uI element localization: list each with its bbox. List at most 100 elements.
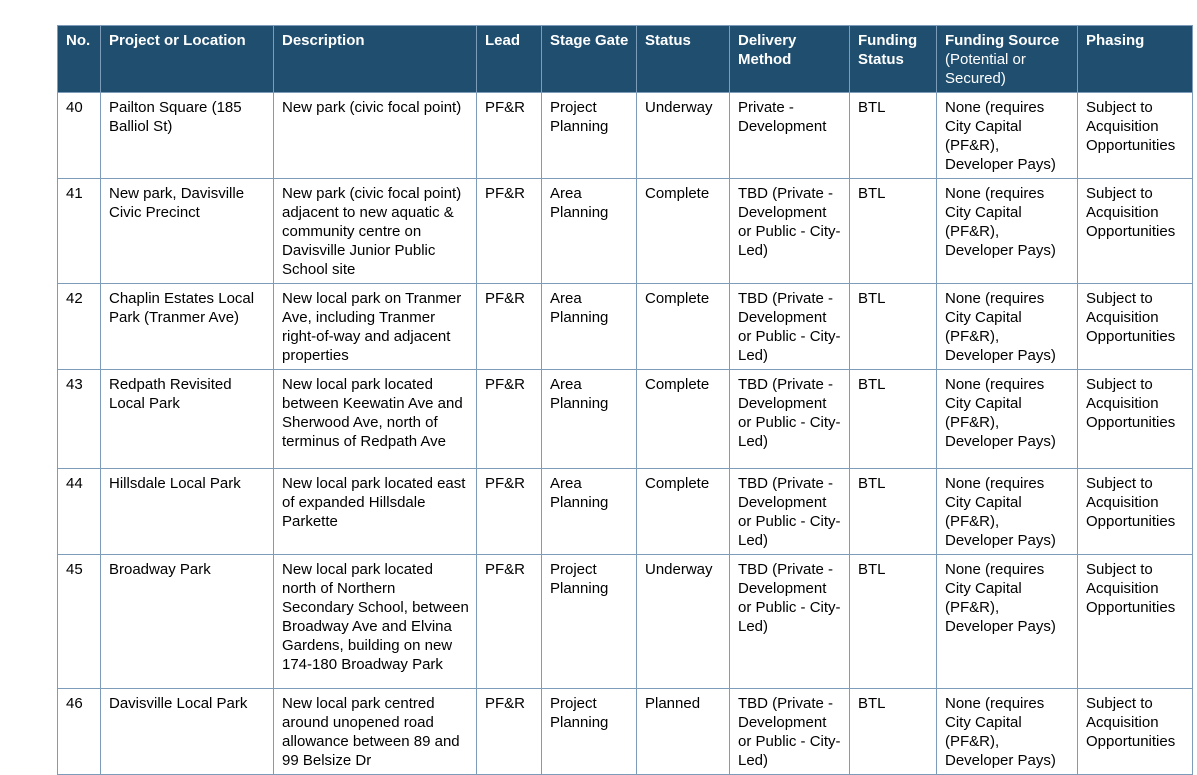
cell-stage-gate: Area Planning <box>541 369 637 469</box>
cell-lead: PF&R <box>476 468 542 555</box>
column-header-label: Funding Status <box>858 32 918 68</box>
table-row: 43 Redpath Revisited Local Park New loca… <box>57 369 1193 469</box>
cell-stage-gate: Project Planning <box>541 554 637 689</box>
table-row: 42 Chaplin Estates Local Park (Tranmer A… <box>57 283 1193 370</box>
cell-lead: PF&R <box>476 688 542 775</box>
cell-description: New park (civic focal point) <box>273 92 477 179</box>
cell-status: Underway <box>636 92 730 179</box>
cell-delivery-method: TBD (Private - Development or Public - C… <box>729 554 850 689</box>
cell-stage-gate: Project Planning <box>541 688 637 775</box>
column-header-status: Status <box>636 25 730 93</box>
column-header-label: Lead <box>485 32 521 49</box>
cell-funding-source: None (requires City Capital (PF&R), Deve… <box>936 468 1078 555</box>
header-row: No. Project or Location Description Lead Sta… <box>57 25 1193 93</box>
table-row: 41 New park, Davisville Civic Precinct N… <box>57 178 1193 284</box>
table-row: 46 Davisville Local Park New local park … <box>57 688 1193 775</box>
table-row: 44 Hillsdale Local Park New local park l… <box>57 468 1193 555</box>
cell-no: 43 <box>57 369 101 469</box>
column-header-no: No. <box>57 25 101 93</box>
cell-lead: PF&R <box>476 283 542 370</box>
cell-funding-source: None (requires City Capital (PF&R), Deve… <box>936 554 1078 689</box>
cell-phasing: Subject to Acquisition Opportunities <box>1077 554 1193 689</box>
cell-delivery-method: Private - Development <box>729 92 850 179</box>
cell-phasing: Subject to Acquisition Opportunities <box>1077 688 1193 775</box>
cell-no: 40 <box>57 92 101 179</box>
cell-funding-source: None (requires City Capital (PF&R), Deve… <box>936 688 1078 775</box>
cell-funding-status: BTL <box>849 554 937 689</box>
column-header-funding-source: Funding Source (Potential or Secured) <box>936 25 1078 93</box>
cell-delivery-method: TBD (Private - Development or Public - C… <box>729 178 850 284</box>
cell-no: 45 <box>57 554 101 689</box>
cell-funding-status: BTL <box>849 468 937 555</box>
column-header-label: Description <box>282 32 365 49</box>
cell-stage-gate: Area Planning <box>541 283 637 370</box>
cell-funding-source: None (requires City Capital (PF&R), Deve… <box>936 92 1078 179</box>
cell-phasing: Subject to Acquisition Opportunities <box>1077 92 1193 179</box>
cell-project-or-location: Chaplin Estates Local Park (Tranmer Ave) <box>100 283 274 370</box>
column-header-lead: Lead <box>476 25 542 93</box>
cell-no: 41 <box>57 178 101 284</box>
cell-delivery-method: TBD (Private - Development or Public - C… <box>729 688 850 775</box>
table-row: 45 Broadway Park New local park located … <box>57 554 1193 689</box>
cell-stage-gate: Area Planning <box>541 178 637 284</box>
cell-description: New park (civic focal point) adjacent to… <box>273 178 477 284</box>
column-header-stage-gate: Stage Gate <box>541 25 637 93</box>
projects-table: No. Project or Location Description Lead Sta… <box>57 25 1193 775</box>
cell-delivery-method: TBD (Private - Development or Public - C… <box>729 468 850 555</box>
cell-stage-gate: Area Planning <box>541 468 637 555</box>
cell-description: New local park located north of Northern… <box>273 554 477 689</box>
cell-delivery-method: TBD (Private - Development or Public - C… <box>729 369 850 469</box>
column-header-label: Funding Source <box>945 32 1060 49</box>
cell-lead: PF&R <box>476 178 542 284</box>
cell-no: 46 <box>57 688 101 775</box>
cell-lead: PF&R <box>476 554 542 689</box>
cell-status: Planned <box>636 688 730 775</box>
column-header-label: Phasing <box>1086 32 1145 49</box>
column-header-project: Project or Location <box>100 25 274 93</box>
column-header-delivery-method: Delivery Method <box>729 25 850 93</box>
cell-funding-status: BTL <box>849 92 937 179</box>
cell-status: Complete <box>636 283 730 370</box>
cell-no: 42 <box>57 283 101 370</box>
cell-phasing: Subject to Acquisition Opportunities <box>1077 283 1193 370</box>
cell-funding-status: BTL <box>849 283 937 370</box>
cell-description: New local park on Tranmer Ave, including… <box>273 283 477 370</box>
cell-phasing: Subject to Acquisition Opportunities <box>1077 369 1193 469</box>
cell-phasing: Subject to Acquisition Opportunities <box>1077 468 1193 555</box>
column-header-label: Stage Gate <box>550 32 629 49</box>
cell-funding-status: BTL <box>849 369 937 469</box>
cell-status: Underway <box>636 554 730 689</box>
cell-stage-gate: Project Planning <box>541 92 637 179</box>
column-header-description: Description <box>273 25 477 93</box>
cell-funding-source: None (requires City Capital (PF&R), Deve… <box>936 178 1078 284</box>
cell-funding-status: BTL <box>849 688 937 775</box>
column-header-label: Delivery Method <box>738 32 797 68</box>
cell-delivery-method: TBD (Private - Development or Public - C… <box>729 283 850 370</box>
column-header-label: Status <box>645 32 691 49</box>
cell-project-or-location: Hillsdale Local Park <box>100 468 274 555</box>
cell-funding-source: None (requires City Capital (PF&R), Deve… <box>936 369 1078 469</box>
cell-lead: PF&R <box>476 92 542 179</box>
cell-description: New local park located between Keewatin … <box>273 369 477 469</box>
column-header-funding-status: Funding Status <box>849 25 937 93</box>
column-header-label: Project or Location <box>109 32 246 49</box>
cell-no: 44 <box>57 468 101 555</box>
column-header-sublabel: (Potential or Secured) <box>945 51 1026 87</box>
cell-status: Complete <box>636 468 730 555</box>
table-row: 40 Pailton Square (185 Balliol St) New p… <box>57 92 1193 179</box>
cell-project-or-location: Pailton Square (185 Balliol St) <box>100 92 274 179</box>
cell-project-or-location: New park, Davisville Civic Precinct <box>100 178 274 284</box>
cell-description: New local park located east of expanded … <box>273 468 477 555</box>
table-body: 40 Pailton Square (185 Balliol St) New p… <box>57 92 1193 775</box>
cell-lead: PF&R <box>476 369 542 469</box>
cell-funding-status: BTL <box>849 178 937 284</box>
cell-funding-source: None (requires City Capital (PF&R), Deve… <box>936 283 1078 370</box>
projects-table-container: No. Project or Location Description Lead Sta… <box>57 25 1193 775</box>
column-header-phasing: Phasing <box>1077 25 1193 93</box>
column-header-label: No. <box>66 32 91 49</box>
cell-description: New local park centred around unopened r… <box>273 688 477 775</box>
cell-phasing: Subject to Acquisition Opportunities <box>1077 178 1193 284</box>
cell-status: Complete <box>636 369 730 469</box>
cell-project-or-location: Redpath Revisited Local Park <box>100 369 274 469</box>
cell-status: Complete <box>636 178 730 284</box>
